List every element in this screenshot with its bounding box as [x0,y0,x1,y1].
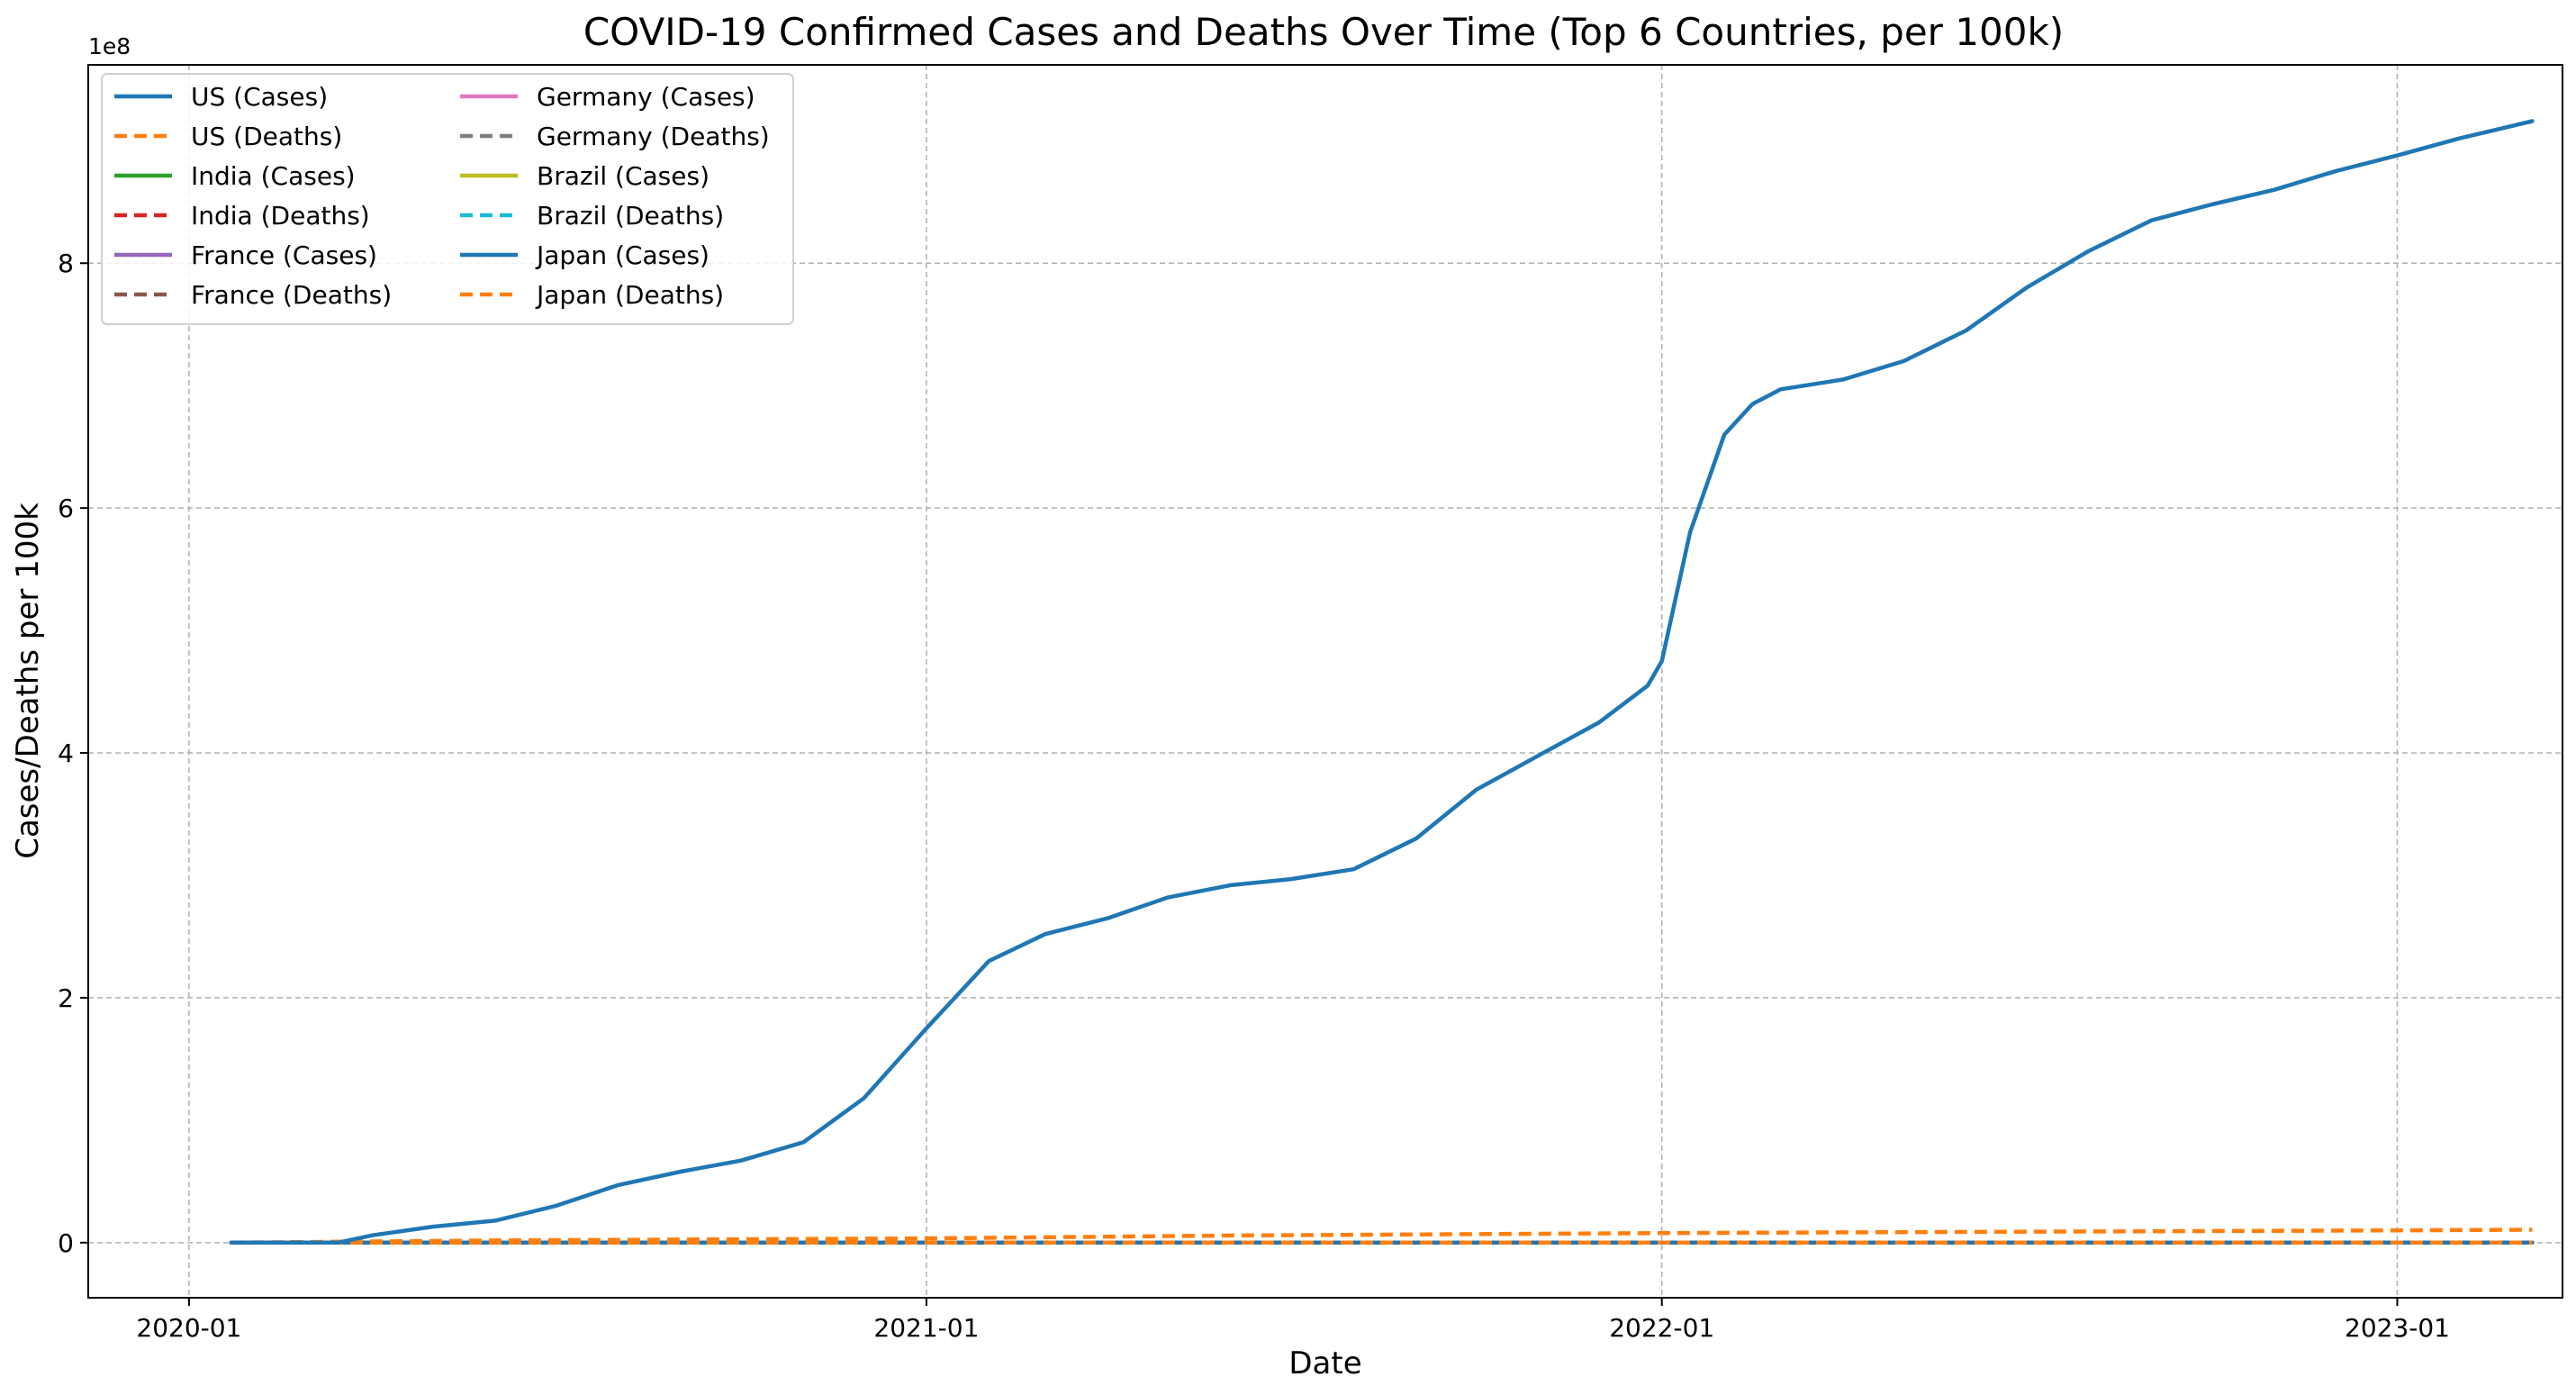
y-tick-label: 4 [58,738,74,768]
chart-title: COVID-19 Confirmed Cases and Deaths Over… [583,10,2064,54]
x-tick-label: 2022-01 [1609,1313,1714,1343]
legend-label: US (Cases) [191,82,328,112]
axis-ticks: 2020-01 2021-01 2022-01 2023-01 0 2 4 6 8 [58,249,2450,1343]
x-tick-label: 2021-01 [873,1313,979,1343]
series-lines [229,119,2535,1246]
legend-box [101,73,794,325]
legend-label: Brazil (Deaths) [537,201,724,231]
series-line [230,1227,2533,1246]
legend-label: Germany (Deaths) [537,122,770,151]
legend-label: US (Deaths) [191,122,342,151]
legend-label: Japan (Cases) [535,240,710,270]
legend-label: Brazil (Cases) [537,161,710,191]
series-line [229,119,2535,1246]
legend-label: Japan (Deaths) [535,280,724,310]
legend-label: India (Deaths) [191,201,370,231]
y-axis-label: Cases/Deaths per 100k [10,503,46,859]
legend-label: Germany (Cases) [537,82,755,112]
x-tick-label: 2020-01 [136,1313,241,1343]
y-tick-label: 2 [58,983,74,1013]
plot-frame [87,64,2563,1299]
y-tick-label: 6 [58,494,74,523]
y-offset-label: 1e8 [88,33,131,59]
legend: US (Cases) US (Deaths) India (Cases) India … [101,73,794,325]
y-tick-label: 8 [58,249,74,278]
legend-label: France (Deaths) [191,280,392,310]
legend-label: India (Cases) [191,161,356,191]
x-axis-label: Date [1288,1345,1361,1381]
x-tick-label: 2023-01 [2345,1313,2450,1343]
y-tick-label: 0 [58,1228,74,1258]
legend-label: France (Cases) [191,240,377,270]
